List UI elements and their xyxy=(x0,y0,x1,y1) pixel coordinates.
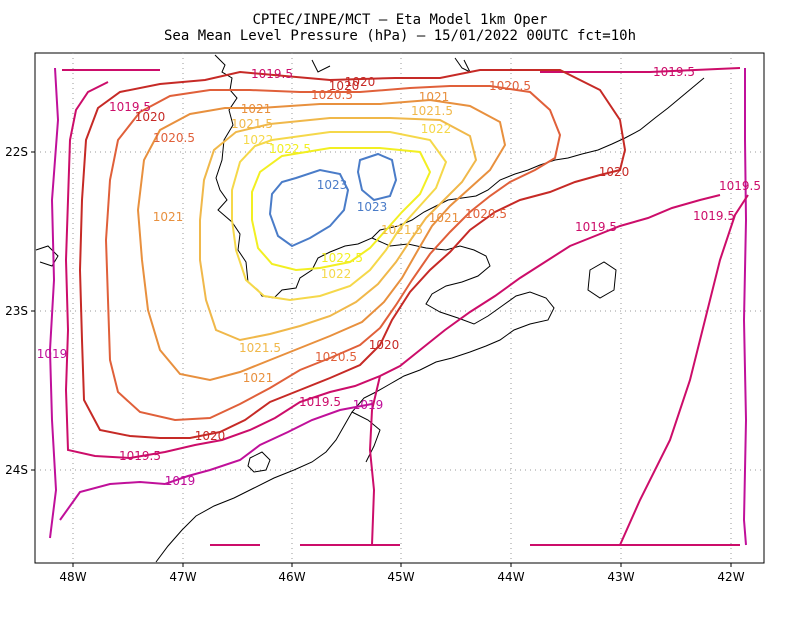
lon-label: 44W xyxy=(497,570,524,584)
lon-label: 45W xyxy=(387,570,414,584)
lon-axis-labels: 48W 47W 46W 45W 44W 43W 42W xyxy=(59,570,744,584)
isobar-label: 1020 xyxy=(369,338,400,352)
isobar-1023 xyxy=(268,168,350,248)
isobar-label: 1020.5 xyxy=(311,88,353,102)
isobar-1021 xyxy=(136,98,507,382)
isobar-label: 1019 xyxy=(165,474,196,488)
isobar-label: 1020 xyxy=(135,110,166,124)
isobar-label: 1019 xyxy=(353,398,384,412)
isobar-1022-5 xyxy=(251,147,432,272)
isobars xyxy=(48,67,749,546)
isobar-label: 1020 xyxy=(599,165,630,179)
isobar-1019 xyxy=(48,67,60,539)
isobar-label: 1020.5 xyxy=(465,207,507,221)
isobar-label: 1020 xyxy=(345,75,376,89)
isobar-label: 1022 xyxy=(321,267,352,281)
isobar-1020 xyxy=(78,69,627,439)
lat-axis-labels: 22S 23S 24S xyxy=(5,145,28,477)
isobar-label: 1021 xyxy=(419,90,450,104)
lat-label: 23S xyxy=(5,304,28,318)
tick-marks xyxy=(31,151,732,567)
isobar-label: 1019.5 xyxy=(251,67,293,81)
isobar-label: 1023 xyxy=(357,200,388,214)
isobar-label: 1021 xyxy=(243,371,274,385)
lat-label: 24S xyxy=(5,463,28,477)
isobar-label: 1021 xyxy=(429,211,460,225)
lon-label: 46W xyxy=(278,570,305,584)
isobar-1023 xyxy=(356,152,398,202)
map-frame xyxy=(34,52,765,564)
isobar-1021-5 xyxy=(199,117,478,342)
isobar-label: 1019 xyxy=(37,347,68,361)
lon-label: 47W xyxy=(169,570,196,584)
isobar-label: 1019.5 xyxy=(719,179,761,193)
isobar-1019-5 xyxy=(619,194,749,546)
isobar-1019-5 xyxy=(62,69,721,460)
lat-label: 22S xyxy=(5,145,28,159)
lon-label: 48W xyxy=(59,570,86,584)
coastline xyxy=(35,54,705,563)
map-title-line-2: Sea Mean Level Pressure (hPa) – 15/01/20… xyxy=(163,28,636,44)
isobar-1019 xyxy=(742,68,748,546)
isobar-label: 1020.5 xyxy=(153,131,195,145)
isobar-label: 1021.5 xyxy=(231,117,273,131)
isobar-label: 1020 xyxy=(195,429,226,443)
isobar-label: 1019.5 xyxy=(575,220,617,234)
isobar-1019-5 xyxy=(540,67,741,73)
isobar-label: 1022 xyxy=(421,122,452,136)
isobar-label: 1021 xyxy=(153,210,184,224)
isobar-label: 1019.5 xyxy=(693,209,735,223)
isobar-1020-5 xyxy=(104,85,562,422)
isobar-label: 1020.5 xyxy=(489,79,531,93)
isobar-label: 1022 xyxy=(243,133,274,147)
isobar-label: 1021.5 xyxy=(381,223,423,237)
lon-label: 43W xyxy=(607,570,634,584)
isobar-label: 1021.5 xyxy=(411,104,453,118)
isobar-label: 1019.5 xyxy=(109,100,151,114)
isobar-1019-5 xyxy=(210,375,740,546)
isobar-labels: 1019.5 1020 1020.5 1021 1021.5 1022 1022… xyxy=(37,65,761,488)
isobar-label: 1020 xyxy=(329,79,360,93)
isobar-label: 1019.5 xyxy=(299,395,341,409)
isobar-label: 1020.5 xyxy=(315,350,357,364)
isobar-label: 1021 xyxy=(241,102,272,116)
isobar-label: 1019.5 xyxy=(653,65,695,79)
isobar-label: 1023 xyxy=(317,178,348,192)
isobar-label: 1019.5 xyxy=(119,449,161,463)
isobar-1019 xyxy=(59,403,373,521)
isobar-label: 1022.5 xyxy=(321,251,363,265)
map-title-line-1: CPTEC/INPE/MCT – Eta Model 1km Oper xyxy=(252,12,548,28)
isobar-label: 1021.5 xyxy=(239,341,281,355)
lon-label: 42W xyxy=(717,570,744,584)
isobar-1022 xyxy=(231,131,448,302)
isobar-label: 1022.5 xyxy=(269,142,311,156)
